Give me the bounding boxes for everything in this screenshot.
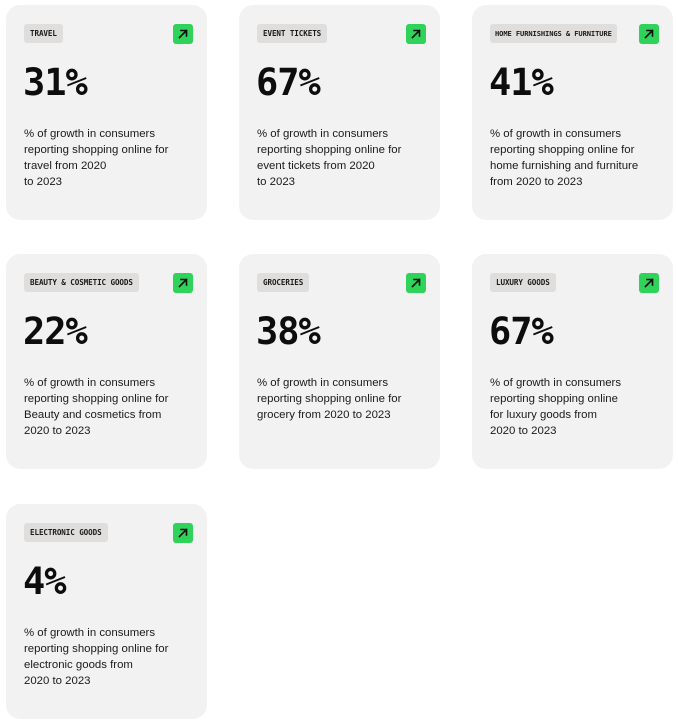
arrow-up-right-icon — [411, 29, 421, 39]
category-tag: ELECTRONIC GOODS — [24, 523, 108, 542]
growth-description: % of growth in consumers reporting shopp… — [24, 128, 169, 188]
growth-description: % of growth in consumers reporting shopp… — [257, 377, 402, 421]
growth-description: % of growth in consumers reporting shopp… — [257, 128, 402, 188]
open-link-button[interactable] — [639, 273, 659, 293]
category-tag: TRAVEL — [24, 24, 63, 43]
growth-percent: 4% — [23, 560, 67, 603]
growth-description: % of growth in consumers reporting shopp… — [490, 128, 639, 188]
arrow-up-right-icon — [411, 278, 421, 288]
category-tag: LUXURY GOODS — [490, 273, 556, 292]
category-tag: BEAUTY & COSMETIC GOODS — [24, 273, 139, 292]
growth-description: % of growth in consumers reporting shopp… — [24, 627, 169, 687]
growth-percent: 41% — [489, 61, 554, 104]
stat-card-travel: TRAVEL 31% % of growth in consumers repo… — [6, 5, 207, 220]
arrow-up-right-icon — [644, 278, 654, 288]
stat-card-beauty-cosmetics: BEAUTY & COSMETIC GOODS 22% % of growth … — [6, 254, 207, 469]
open-link-button[interactable] — [406, 24, 426, 44]
stat-card-electronic-goods: ELECTRONIC GOODS 4% % of growth in consu… — [6, 504, 207, 719]
arrow-up-right-icon — [178, 528, 188, 538]
growth-percent: 38% — [256, 310, 321, 353]
growth-percent: 31% — [23, 61, 88, 104]
open-link-button[interactable] — [173, 523, 193, 543]
category-tag: GROCERIES — [257, 273, 310, 292]
category-tag: HOME FURNISHINGS & FURNITURE — [490, 24, 617, 43]
growth-percent: 22% — [23, 310, 88, 353]
category-tag: EVENT TICKETS — [257, 24, 328, 43]
stat-card-luxury-goods: LUXURY GOODS 67% % of growth in consumer… — [472, 254, 673, 469]
growth-percent: 67% — [489, 310, 554, 353]
arrow-up-right-icon — [178, 29, 188, 39]
growth-description: % of growth in consumers reporting shopp… — [24, 377, 169, 437]
growth-description: % of growth in consumers reporting shopp… — [490, 377, 622, 437]
open-link-button[interactable] — [173, 273, 193, 293]
stat-card-event-tickets: EVENT TICKETS 67% % of growth in consume… — [239, 5, 440, 220]
open-link-button[interactable] — [406, 273, 426, 293]
open-link-button[interactable] — [173, 24, 193, 44]
stat-card-home-furnishings: HOME FURNISHINGS & FURNITURE 41% % of gr… — [472, 5, 673, 220]
open-link-button[interactable] — [639, 24, 659, 44]
arrow-up-right-icon — [644, 29, 654, 39]
growth-percent: 67% — [256, 61, 321, 104]
stat-card-groceries: GROCERIES 38% % of growth in consumers r… — [239, 254, 440, 469]
arrow-up-right-icon — [178, 278, 188, 288]
